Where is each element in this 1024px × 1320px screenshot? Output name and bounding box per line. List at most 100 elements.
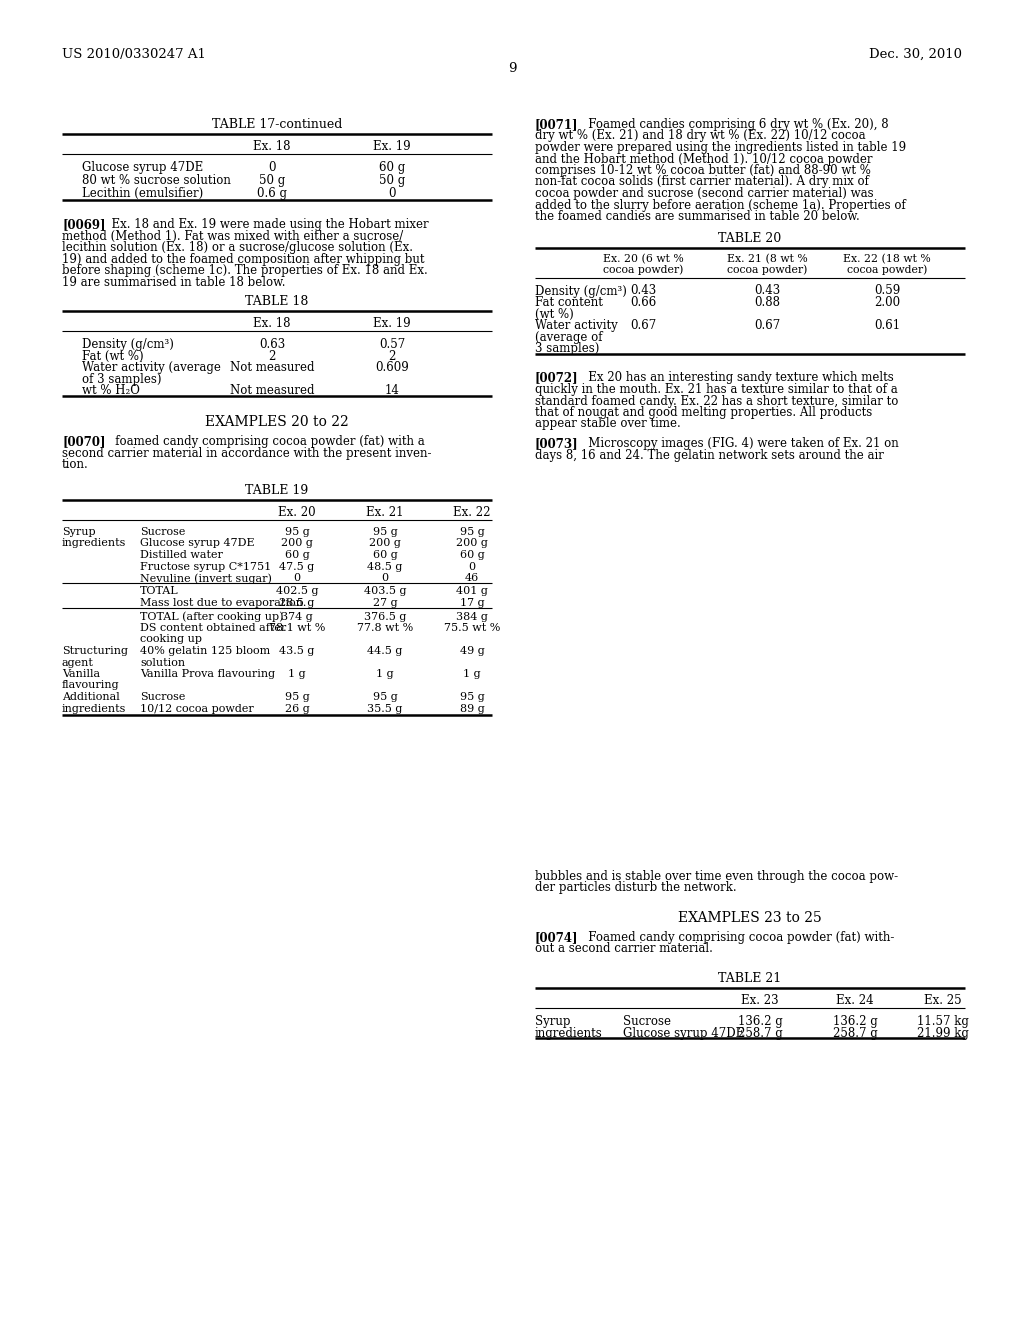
Text: lecithin solution (Ex. 18) or a sucrose/glucose solution (Ex.: lecithin solution (Ex. 18) or a sucrose/… — [62, 242, 413, 253]
Text: Ex. 22 (18 wt %: Ex. 22 (18 wt % — [843, 253, 931, 264]
Text: Additional: Additional — [62, 692, 120, 702]
Text: TABLE 17-continued: TABLE 17-continued — [212, 117, 342, 131]
Text: 401 g: 401 g — [456, 586, 488, 597]
Text: 0: 0 — [468, 561, 475, 572]
Text: DS content obtained after: DS content obtained after — [140, 623, 287, 634]
Text: TABLE 18: TABLE 18 — [246, 294, 308, 308]
Text: 0.6 g: 0.6 g — [257, 187, 287, 201]
Text: 0.43: 0.43 — [754, 285, 780, 297]
Text: non-fat cocoa solids (first carrier material). A dry mix of: non-fat cocoa solids (first carrier mate… — [535, 176, 869, 189]
Text: 2: 2 — [268, 350, 275, 363]
Text: cocoa powder): cocoa powder) — [847, 264, 927, 275]
Text: Ex. 21 (8 wt %: Ex. 21 (8 wt % — [727, 253, 807, 264]
Text: of 3 samples): of 3 samples) — [82, 372, 162, 385]
Text: 200 g: 200 g — [456, 539, 488, 549]
Text: 49 g: 49 g — [460, 645, 484, 656]
Text: Ex. 22: Ex. 22 — [454, 506, 490, 519]
Text: cocoa powder): cocoa powder) — [727, 264, 807, 275]
Text: Vanilla Prova flavouring: Vanilla Prova flavouring — [140, 669, 275, 678]
Text: Water activity: Water activity — [535, 319, 617, 333]
Text: Sucrose: Sucrose — [140, 692, 185, 702]
Text: tion.: tion. — [62, 458, 89, 471]
Text: Nevuline (invert sugar): Nevuline (invert sugar) — [140, 573, 272, 583]
Text: Density (g/cm³): Density (g/cm³) — [535, 285, 627, 297]
Text: 21.99 kg: 21.99 kg — [918, 1027, 969, 1040]
Text: Mass lost due to evaporation.: Mass lost due to evaporation. — [140, 598, 306, 609]
Text: Distilled water: Distilled water — [140, 550, 223, 560]
Text: 200 g: 200 g — [369, 539, 401, 549]
Text: 0.67: 0.67 — [754, 319, 780, 333]
Text: comprises 10-12 wt % cocoa butter (fat) and 88-90 wt %: comprises 10-12 wt % cocoa butter (fat) … — [535, 164, 870, 177]
Text: 35.5 g: 35.5 g — [368, 704, 402, 714]
Text: Ex. 18 and Ex. 19 were made using the Hobart mixer: Ex. 18 and Ex. 19 were made using the Ho… — [104, 218, 429, 231]
Text: 77.8 wt %: 77.8 wt % — [357, 623, 413, 634]
Text: 0: 0 — [294, 573, 301, 583]
Text: 0: 0 — [388, 187, 395, 201]
Text: 0: 0 — [268, 161, 275, 174]
Text: Structuring: Structuring — [62, 645, 128, 656]
Text: 11.57 kg: 11.57 kg — [918, 1015, 969, 1028]
Text: and the Hobart method (Method 1). 10/12 cocoa powder: and the Hobart method (Method 1). 10/12 … — [535, 153, 872, 165]
Text: cocoa powder and sucrose (second carrier material) was: cocoa powder and sucrose (second carrier… — [535, 187, 873, 201]
Text: Not measured: Not measured — [229, 360, 314, 374]
Text: 95 g: 95 g — [285, 692, 309, 702]
Text: 43.5 g: 43.5 g — [280, 645, 314, 656]
Text: 14: 14 — [385, 384, 399, 397]
Text: 136.2 g: 136.2 g — [833, 1015, 878, 1028]
Text: 95 g: 95 g — [373, 527, 397, 537]
Text: days 8, 16 and 24. The gelatin network sets around the air: days 8, 16 and 24. The gelatin network s… — [535, 449, 884, 462]
Text: [0071]: [0071] — [535, 117, 579, 131]
Text: dry wt % (Ex. 21) and 18 dry wt % (Ex. 22) 10/12 cocoa: dry wt % (Ex. 21) and 18 dry wt % (Ex. 2… — [535, 129, 865, 143]
Text: 403.5 g: 403.5 g — [364, 586, 407, 597]
Text: EXAMPLES 23 to 25: EXAMPLES 23 to 25 — [678, 911, 822, 925]
Text: Ex. 19: Ex. 19 — [373, 140, 411, 153]
Text: 46: 46 — [465, 573, 479, 583]
Text: Ex. 20 (6 wt %: Ex. 20 (6 wt % — [603, 253, 683, 264]
Text: TABLE 20: TABLE 20 — [719, 231, 781, 244]
Text: 3 samples): 3 samples) — [535, 342, 599, 355]
Text: flavouring: flavouring — [62, 681, 120, 690]
Text: 75.5 wt %: 75.5 wt % — [443, 623, 500, 634]
Text: powder were prepared using the ingredients listed in table 19: powder were prepared using the ingredien… — [535, 141, 906, 154]
Text: 95 g: 95 g — [373, 692, 397, 702]
Text: Ex. 25: Ex. 25 — [925, 994, 962, 1007]
Text: Ex. 19: Ex. 19 — [373, 317, 411, 330]
Text: Fat content: Fat content — [535, 296, 603, 309]
Text: Syrup: Syrup — [535, 1015, 570, 1028]
Text: the foamed candies are summarised in table 20 below.: the foamed candies are summarised in tab… — [535, 210, 860, 223]
Text: 0.88: 0.88 — [754, 296, 780, 309]
Text: 19) and added to the foamed composition after whipping but: 19) and added to the foamed composition … — [62, 252, 425, 265]
Text: appear stable over time.: appear stable over time. — [535, 417, 681, 430]
Text: 0: 0 — [381, 573, 388, 583]
Text: 402.5 g: 402.5 g — [275, 586, 318, 597]
Text: Water activity (average: Water activity (average — [82, 360, 221, 374]
Text: 50 g: 50 g — [259, 174, 285, 187]
Text: 80 wt % sucrose solution: 80 wt % sucrose solution — [82, 174, 230, 187]
Text: 50 g: 50 g — [379, 174, 406, 187]
Text: 384 g: 384 g — [456, 611, 488, 622]
Text: TOTAL (after cooking up): TOTAL (after cooking up) — [140, 611, 284, 622]
Text: Foamed candy comprising cocoa powder (fat) with-: Foamed candy comprising cocoa powder (fa… — [577, 931, 894, 944]
Text: 0.63: 0.63 — [259, 338, 285, 351]
Text: Ex. 20: Ex. 20 — [279, 506, 315, 519]
Text: 0.57: 0.57 — [379, 338, 406, 351]
Text: TOTAL: TOTAL — [140, 586, 178, 597]
Text: Ex ​20 has an interesting sandy texture which melts: Ex ​20 has an interesting sandy texture … — [577, 371, 894, 384]
Text: standard foamed candy. Ex. 22 has a short texture, similar to: standard foamed candy. Ex. 22 has a shor… — [535, 395, 898, 408]
Text: Sucrose: Sucrose — [623, 1015, 671, 1028]
Text: 0.66: 0.66 — [630, 296, 656, 309]
Text: 27 g: 27 g — [373, 598, 397, 609]
Text: 1 g: 1 g — [376, 669, 394, 678]
Text: 9: 9 — [508, 62, 516, 75]
Text: Ex. 21: Ex. 21 — [367, 506, 403, 519]
Text: wt % H₂O: wt % H₂O — [82, 384, 140, 397]
Text: 258.7 g: 258.7 g — [737, 1027, 782, 1040]
Text: EXAMPLES 20 to 22: EXAMPLES 20 to 22 — [205, 416, 349, 429]
Text: quickly in the mouth. Ex. 21 has a texture similar to that of a: quickly in the mouth. Ex. 21 has a textu… — [535, 383, 898, 396]
Text: Glucose syrup 47DE: Glucose syrup 47DE — [140, 539, 255, 549]
Text: 374 g: 374 g — [282, 611, 313, 622]
Text: 95 g: 95 g — [460, 692, 484, 702]
Text: 200 g: 200 g — [281, 539, 313, 549]
Text: Microscopy images (FIG. 4) were taken of Ex. 21 on: Microscopy images (FIG. 4) were taken of… — [577, 437, 899, 450]
Text: 78.1 wt %: 78.1 wt % — [269, 623, 326, 634]
